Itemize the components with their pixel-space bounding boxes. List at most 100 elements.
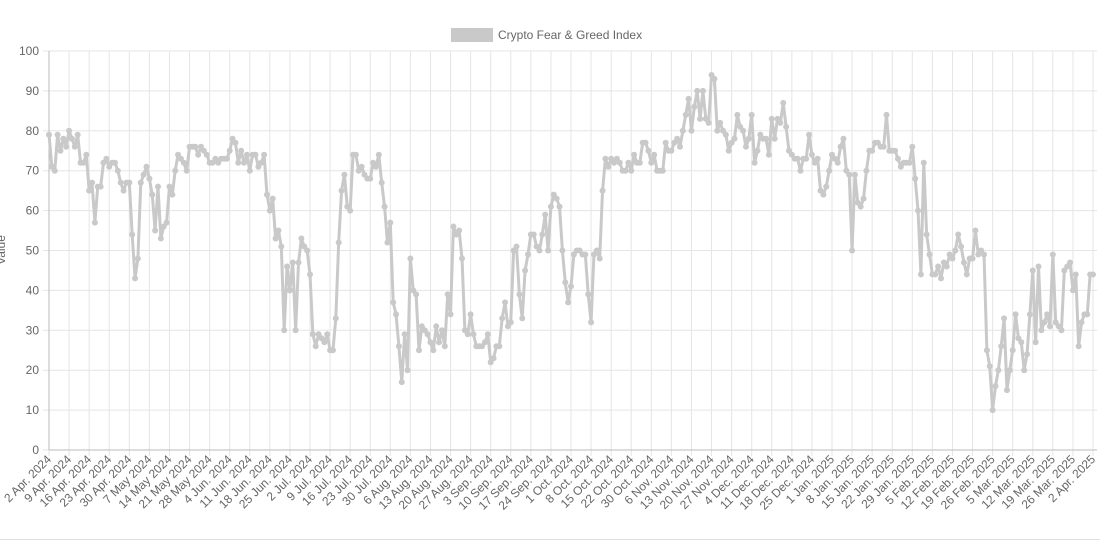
data-point <box>722 131 729 138</box>
data-point <box>180 159 187 166</box>
data-point <box>553 195 560 202</box>
data-point <box>117 179 124 186</box>
data-point <box>152 227 159 234</box>
data-point <box>725 147 732 154</box>
data-point <box>341 171 348 178</box>
data-point <box>688 127 695 134</box>
data-point <box>860 195 867 202</box>
data-point <box>86 187 93 194</box>
data-point <box>777 119 784 126</box>
data-point <box>286 287 293 294</box>
y-tick-label: 10 <box>26 403 40 417</box>
data-point <box>129 231 136 238</box>
data-point <box>246 167 253 174</box>
data-point <box>909 143 916 150</box>
data-point <box>1024 351 1031 358</box>
data-point <box>1046 323 1053 330</box>
data-point <box>1058 327 1065 334</box>
data-point <box>367 175 374 182</box>
data-point <box>849 247 856 254</box>
data-point <box>375 151 382 158</box>
data-point <box>536 247 543 254</box>
data-point <box>596 255 603 262</box>
data-point <box>731 135 738 142</box>
data-point <box>932 271 939 278</box>
data-point <box>332 315 339 322</box>
data-point <box>83 151 90 158</box>
data-point <box>869 147 876 154</box>
data-point <box>134 255 141 262</box>
data-point <box>1003 387 1010 394</box>
data-point <box>519 315 526 322</box>
data-point <box>851 171 858 178</box>
data-point <box>717 119 724 126</box>
data-point <box>1072 271 1079 278</box>
data-point <box>103 155 110 162</box>
data-point <box>963 271 970 278</box>
data-point <box>97 183 104 190</box>
data-point <box>295 259 302 266</box>
data-point <box>238 147 245 154</box>
data-point <box>986 363 993 370</box>
data-point <box>146 175 153 182</box>
y-tick-label: 70 <box>26 164 40 178</box>
data-point <box>820 191 827 198</box>
data-point <box>562 279 569 286</box>
data-point <box>642 139 649 146</box>
data-point <box>745 135 752 142</box>
data-point <box>413 291 420 298</box>
data-point <box>395 343 402 350</box>
data-point <box>846 171 853 178</box>
data-point <box>659 167 666 174</box>
data-point <box>496 343 503 350</box>
data-point <box>1001 315 1008 322</box>
data-point <box>284 263 291 270</box>
legend-label: Crypto Fear & Greed Index <box>498 28 642 42</box>
data-point <box>436 339 443 346</box>
data-point <box>530 231 537 238</box>
data-point <box>263 191 270 198</box>
data-point <box>63 143 70 150</box>
data-point <box>685 95 692 102</box>
y-tick-label: 20 <box>26 363 40 377</box>
data-point <box>960 259 967 266</box>
data-point <box>616 159 623 166</box>
y-tick-label: 40 <box>26 283 40 297</box>
data-point <box>645 147 652 154</box>
data-point <box>780 99 787 106</box>
data-point <box>1075 343 1082 350</box>
data-point <box>298 235 305 242</box>
data-point <box>252 151 259 158</box>
data-point <box>912 175 919 182</box>
data-point <box>906 159 913 166</box>
data-point <box>952 247 959 254</box>
data-point <box>582 251 589 258</box>
data-point <box>1041 319 1048 326</box>
data-point <box>892 147 899 154</box>
data-point <box>1029 267 1036 274</box>
data-point <box>132 275 139 282</box>
data-point <box>195 151 202 158</box>
data-point <box>754 147 761 154</box>
data-point <box>154 183 161 190</box>
data-point <box>636 159 643 166</box>
data-point <box>1009 347 1016 354</box>
data-point <box>266 207 273 214</box>
data-point <box>676 143 683 150</box>
data-point <box>691 103 698 110</box>
data-point <box>565 299 572 306</box>
data-point <box>1006 367 1013 374</box>
data-point <box>989 407 996 414</box>
data-point <box>768 115 775 122</box>
data-point <box>622 167 629 174</box>
data-point <box>937 275 944 282</box>
data-point <box>261 151 268 158</box>
data-point <box>398 379 405 386</box>
data-point <box>648 159 655 166</box>
data-point <box>1038 327 1045 334</box>
data-point <box>694 87 701 94</box>
data-point <box>441 343 448 350</box>
data-point <box>66 127 73 134</box>
data-point <box>169 191 176 198</box>
data-point <box>378 179 385 186</box>
